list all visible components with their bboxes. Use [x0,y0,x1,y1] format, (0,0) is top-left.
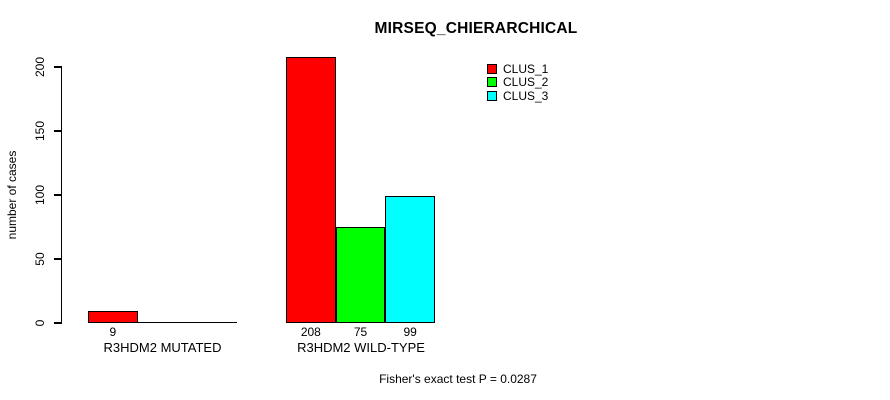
legend: CLUS_1 CLUS_2 CLUS_3 [487,62,549,104]
y-tick [53,258,61,260]
bar-value-label: 208 [300,325,321,339]
bar-clus-1-group0 [88,311,138,323]
y-tick-label: 200 [33,56,47,78]
legend-label-clus-2: CLUS_2 [503,75,549,90]
x-group-label-mutated: R3HDM2 MUTATED [103,340,222,355]
bar-clus-3-group1 [385,196,435,323]
y-tick-label: 150 [33,120,47,142]
bar-value-label: 75 [353,325,368,339]
legend-item-clus-1: CLUS_1 [487,62,549,76]
x-group-label-wild-type: R3HDM2 WILD-TYPE [297,340,425,355]
bar-value-label: 9 [109,325,117,339]
bar-clus-3-group0-zero-line [187,321,237,323]
legend-item-clus-3: CLUS_3 [487,88,549,103]
y-tick [53,130,61,132]
y-tick [53,194,61,196]
legend-label-clus-1: CLUS_1 [503,62,549,76]
legend-label-clus-3: CLUS_3 [503,88,549,103]
legend-swatch-clus-1-icon [487,64,497,74]
y-tick-label: 0 [33,319,47,327]
bar-value-label: 99 [403,325,417,339]
bar-clus-2-group1 [335,227,386,323]
y-tick [53,322,61,324]
legend-swatch-clus-2-icon [487,77,497,88]
bar-clus-1-group1 [286,56,336,323]
legend-swatch-clus-3-icon [487,90,497,101]
y-tick-label: 50 [33,252,47,266]
y-axis-line [60,66,62,324]
legend-item-clus-2: CLUS_2 [487,75,549,90]
y-tick [53,66,61,68]
fisher-test-annotation: Fisher's exact test P = 0.0287 [379,372,537,386]
chart-title: MIRSEQ_CHIERARCHICAL [374,20,578,37]
bar-clus-2-group0-zero-line [137,321,188,323]
y-tick-label: 100 [33,184,47,206]
